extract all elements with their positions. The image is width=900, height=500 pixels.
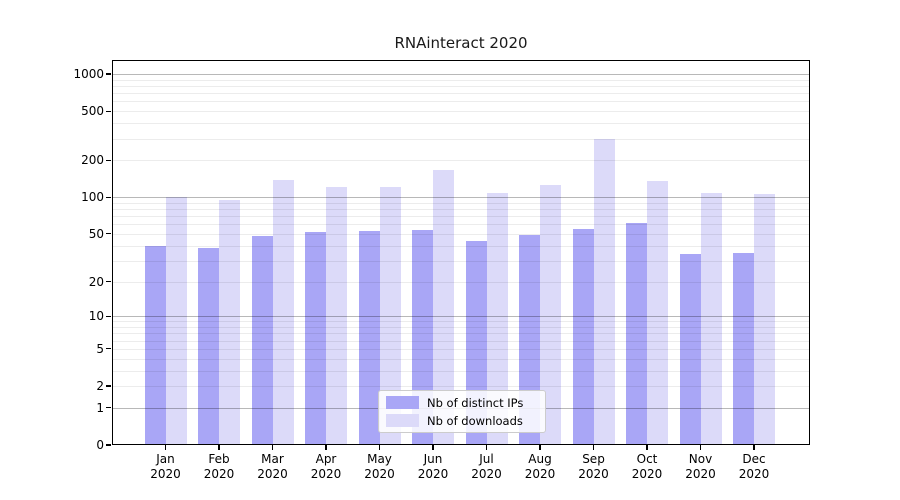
plot-area: Nb of distinct IPs Nb of downloads xyxy=(112,60,810,445)
x-tick-mark xyxy=(592,445,595,450)
x-tick-label-sep: Sep 2020 xyxy=(578,452,609,481)
bar-downloads-sep xyxy=(593,139,615,445)
bar-downloads-dec xyxy=(754,194,775,445)
y-tick-label-1000: 1000 xyxy=(73,67,104,81)
y-tick-label-0: 0 xyxy=(96,438,104,452)
y-tick-mark xyxy=(106,407,111,409)
x-tick-mark xyxy=(218,445,220,450)
x-tick-label-feb: Feb 2020 xyxy=(203,452,235,481)
bar-downloads-may xyxy=(379,187,401,445)
y-tick-mark xyxy=(106,444,111,446)
x-tick-label-aug: Aug 2020 xyxy=(524,452,556,481)
bar-distinct-ips-sep xyxy=(572,228,594,445)
y-tick-label-500: 500 xyxy=(81,104,104,119)
y-tick-label-200: 200 xyxy=(81,153,104,168)
y-tick-mark xyxy=(106,385,111,387)
y-tick-mark xyxy=(106,159,111,161)
legend-label-downloads: Nb of downloads xyxy=(427,413,523,428)
bar-distinct-ips-oct xyxy=(626,223,647,445)
chart-title: RNAinteract 2020 xyxy=(394,34,528,52)
y-tick-mark xyxy=(106,315,111,317)
legend-label-distinct-ips: Nb of distinct IPs xyxy=(427,395,524,410)
bar-downloads-oct xyxy=(647,180,668,445)
x-tick-label-jul: Jul 2020 xyxy=(471,452,502,481)
x-tick-mark xyxy=(325,445,327,450)
x-tick-label-dec: Dec 2020 xyxy=(738,452,770,481)
y-tick-label-20: 20 xyxy=(88,274,104,289)
bar-distinct-ips-apr xyxy=(305,231,326,445)
bars-layer xyxy=(112,60,810,445)
y-tick-mark xyxy=(106,110,111,112)
bar-downloads-mar xyxy=(272,179,294,445)
y-tick-label-2: 2 xyxy=(96,379,104,393)
y-tick-label-100: 100 xyxy=(81,190,104,205)
bar-downloads-jun xyxy=(433,169,454,445)
x-tick-label-mar: Mar 2020 xyxy=(257,452,288,481)
bar-distinct-ips-nov xyxy=(679,254,701,445)
legend-item-distinct-ips: Nb of distinct IPs xyxy=(386,395,545,410)
x-tick-mark xyxy=(432,445,434,450)
x-tick-label-jun: Jun 2020 xyxy=(417,452,449,481)
x-tick-mark xyxy=(699,445,702,450)
legend-item-downloads: Nb of downloads xyxy=(386,413,545,428)
x-tick-mark xyxy=(164,445,167,450)
bar-downloads-jul xyxy=(486,193,508,445)
bar-distinct-ips-mar xyxy=(251,236,273,445)
x-tick-mark xyxy=(539,445,541,450)
bar-distinct-ips-feb xyxy=(198,248,219,445)
y-tick-mark xyxy=(106,73,111,75)
x-tick-mark xyxy=(485,445,488,450)
y-tick-label-10: 10 xyxy=(88,309,104,324)
x-tick-mark xyxy=(271,445,274,450)
bar-downloads-apr xyxy=(326,186,347,445)
legend-swatch-downloads xyxy=(386,414,419,427)
x-tick-label-jan: Jan 2020 xyxy=(150,452,181,481)
x-tick-mark xyxy=(646,445,648,450)
bar-distinct-ips-dec xyxy=(733,252,754,445)
x-tick-mark xyxy=(753,445,755,450)
legend: Nb of distinct IPs Nb of downloads xyxy=(378,390,546,433)
bar-distinct-ips-may xyxy=(358,230,380,445)
bar-downloads-nov xyxy=(700,193,722,445)
y-tick-mark xyxy=(106,348,111,350)
y-tick-label-5: 5 xyxy=(96,341,104,356)
bar-downloads-aug xyxy=(540,184,561,445)
x-tick-mark xyxy=(378,445,381,450)
bar-downloads-feb xyxy=(219,199,240,445)
y-tick-label-1: 1 xyxy=(96,400,104,415)
bar-distinct-ips-jan xyxy=(144,245,166,445)
y-tick-mark xyxy=(106,233,111,235)
x-tick-label-oct: Oct 2020 xyxy=(631,452,663,481)
x-tick-label-nov: Nov 2020 xyxy=(685,452,716,481)
x-tick-label-apr: Apr 2020 xyxy=(310,452,342,481)
bar-downloads-jan xyxy=(165,197,187,445)
y-tick-mark xyxy=(106,196,111,198)
y-tick-label-50: 50 xyxy=(88,226,104,241)
x-tick-label-may: May 2020 xyxy=(364,452,395,481)
y-tick-mark xyxy=(106,280,111,283)
legend-swatch-distinct-ips xyxy=(386,396,419,409)
